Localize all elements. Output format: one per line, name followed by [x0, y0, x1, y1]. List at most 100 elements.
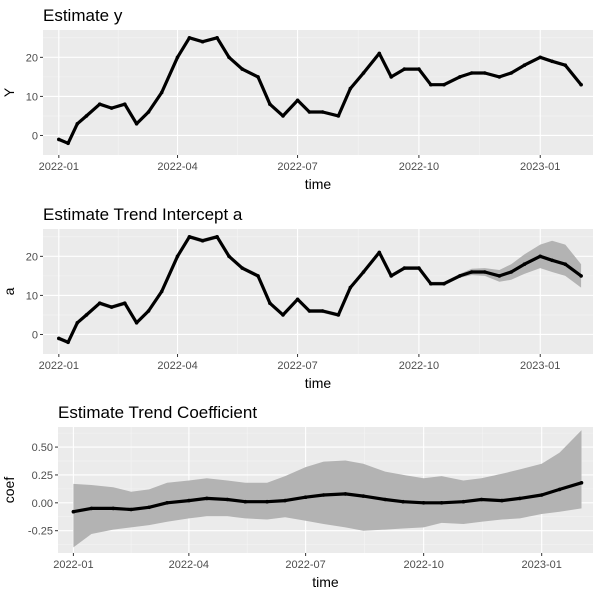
x-tick-label: 2022-01 [39, 360, 79, 372]
data-point [458, 274, 462, 278]
data-point [321, 493, 326, 497]
data-point [336, 114, 341, 118]
data-point [336, 313, 341, 317]
data-point [522, 262, 527, 267]
panel-1: 2022-01 2022-04 2022-07 2022-10 2023-01 0 10 20… [1, 6, 593, 192]
y-axis-label: a [1, 287, 17, 295]
data-point [146, 110, 151, 114]
y-tick-label: 10 [26, 91, 38, 103]
data-point [205, 496, 209, 501]
data-point [200, 39, 205, 44]
data-point [500, 498, 504, 503]
data-point [283, 498, 287, 503]
data-point [361, 270, 366, 274]
data-point [268, 102, 272, 106]
x-tick-label: 2022-04 [157, 161, 197, 173]
x-tick-label: 2022-07 [285, 559, 325, 571]
y-tick-label: 0.50 [32, 442, 53, 454]
data-point [377, 51, 382, 56]
data-point [389, 75, 394, 79]
data-point [187, 235, 192, 239]
data-point [348, 86, 353, 91]
data-point [159, 90, 164, 95]
x-tick-label: 2023-01 [521, 559, 561, 571]
data-point [225, 497, 230, 502]
data-point [458, 75, 462, 79]
y-tick-label: 20 [26, 52, 38, 64]
data-point [402, 266, 407, 270]
data-point [75, 122, 80, 126]
y-axis-label: coef [1, 477, 17, 504]
data-point [175, 55, 180, 60]
panel-3: 2022-01 2022-04 2022-07 2022-10 2023-01 -0.25… [1, 403, 593, 590]
data-point [295, 98, 300, 103]
y-axis-label: Y [1, 87, 17, 97]
data-point [469, 71, 474, 75]
data-point [439, 501, 444, 505]
data-point [97, 102, 102, 106]
data-point [557, 487, 562, 492]
data-point [320, 309, 325, 313]
data-point [538, 254, 542, 259]
chart-title: Estimate Trend Intercept a [43, 205, 243, 224]
data-point [497, 75, 502, 79]
data-point [417, 266, 421, 270]
data-point [563, 262, 568, 267]
data-point [442, 82, 446, 87]
data-point [479, 497, 484, 502]
data-point [265, 499, 269, 504]
data-point [71, 509, 76, 514]
data-point [509, 71, 513, 75]
data-point [97, 301, 102, 306]
data-point [303, 495, 308, 500]
data-point [240, 266, 244, 270]
data-point [295, 297, 300, 302]
data-point [538, 55, 542, 60]
data-point [579, 274, 583, 278]
data-point [66, 141, 70, 146]
data-point [348, 285, 353, 290]
panel-2: 2022-01 2022-04 2022-07 2022-10 2023-01 0 10 20… [1, 205, 593, 391]
x-tick-label: 2022-10 [399, 161, 439, 173]
data-point [389, 274, 394, 278]
x-tick-label: 2022-01 [39, 161, 79, 173]
panel-background [43, 229, 593, 354]
data-point [461, 499, 466, 504]
data-point [159, 289, 164, 294]
x-tick-label: 2022-07 [277, 161, 317, 173]
data-point [550, 59, 554, 64]
y-tick-label: 0 [32, 130, 38, 142]
confidence-band [73, 430, 582, 548]
data-point [518, 496, 522, 501]
data-point [215, 36, 219, 40]
panel-background [43, 30, 593, 155]
data-point [75, 321, 80, 325]
data-point [320, 110, 325, 114]
data-point [227, 254, 231, 259]
data-point [187, 36, 192, 40]
data-point [256, 274, 260, 278]
x-axis-label: time [305, 176, 332, 192]
data-point [57, 336, 61, 341]
data-point [579, 82, 583, 87]
data-point [268, 301, 272, 306]
data-point [402, 67, 407, 71]
data-point [165, 501, 169, 505]
data-point [66, 340, 70, 345]
data-point [57, 137, 61, 142]
x-tick-label: 2022-10 [399, 360, 439, 372]
data-point [539, 493, 544, 497]
data-point [429, 82, 433, 87]
data-point [187, 498, 191, 503]
y-tick-label: 20 [26, 251, 38, 263]
data-point [227, 55, 231, 60]
data-point [401, 499, 405, 504]
data-point [429, 281, 433, 286]
data-point [111, 506, 115, 511]
chart-title: Estimate y [43, 6, 123, 25]
data-point [84, 313, 89, 317]
data-point [281, 114, 285, 118]
data-point [483, 270, 487, 274]
